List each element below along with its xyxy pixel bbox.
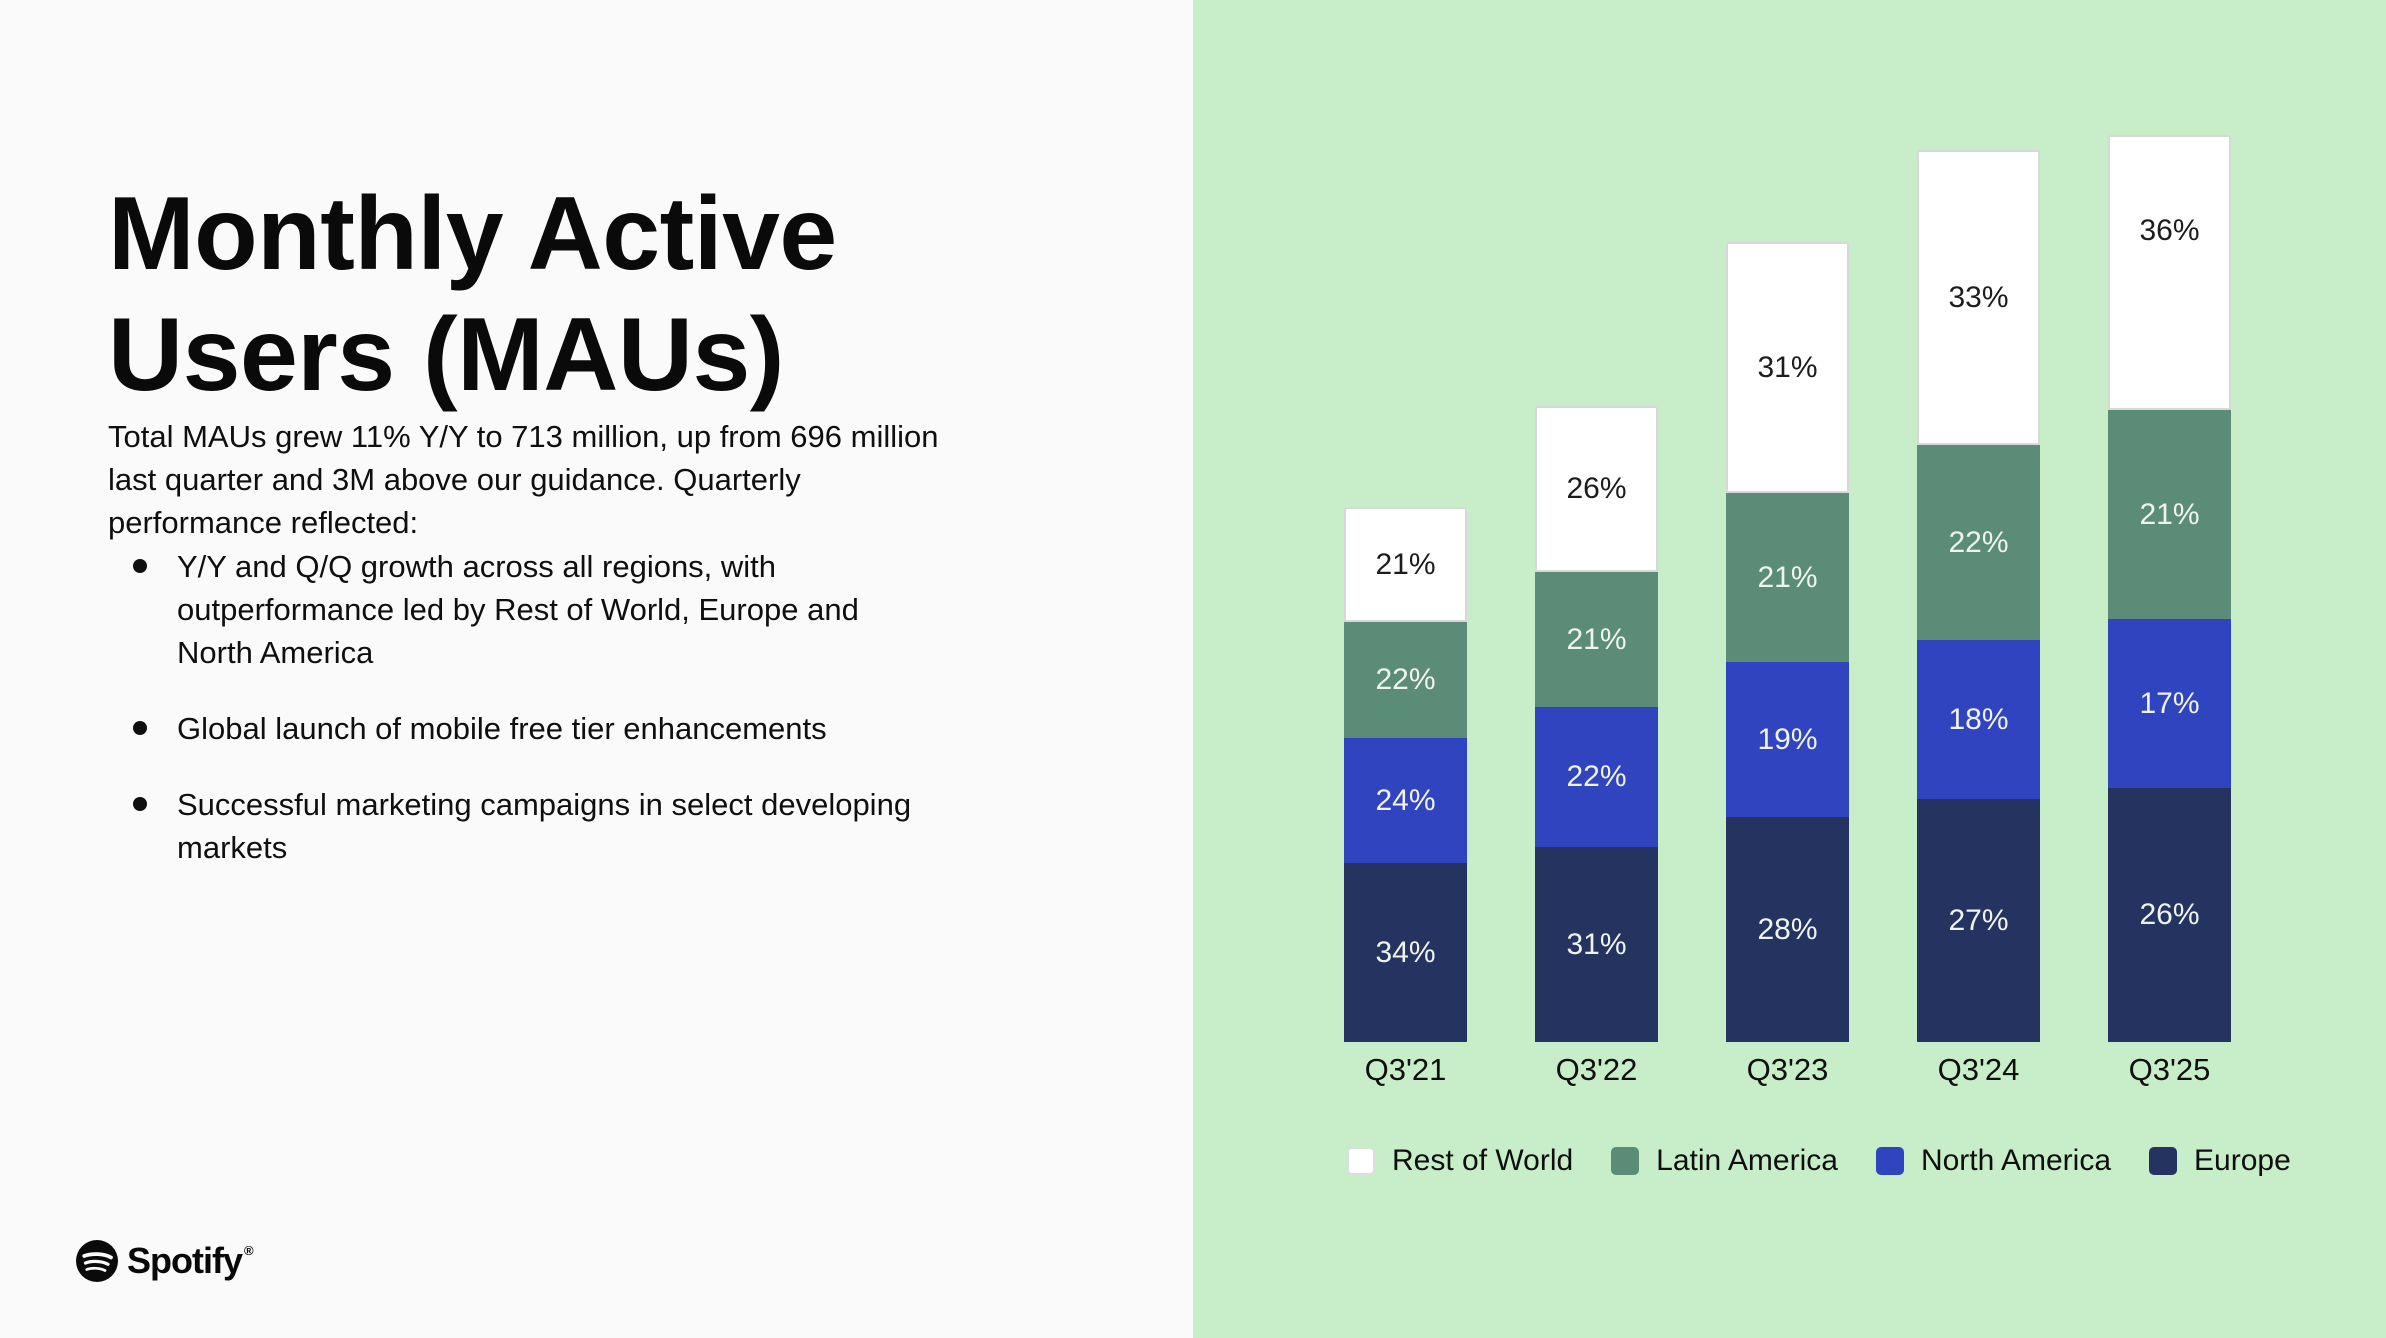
segment-value-label: 17% — [2139, 686, 2200, 720]
legend-swatch — [1875, 1147, 1904, 1175]
bullet-line: markets — [177, 830, 288, 865]
bar-group-q3'21: 21% 22% 24% 34% — [1344, 507, 1467, 1042]
bullet-dot-icon — [133, 721, 147, 735]
legend-item-rest-of-world: Rest of World — [1347, 1144, 1573, 1178]
bar-segment-rest-of-world: 33% — [1917, 150, 2040, 445]
bullet-line: North America — [177, 635, 374, 670]
bar-segment-europe: 28% — [1726, 817, 1849, 1042]
segment-value-label: 18% — [1948, 702, 2009, 736]
bullet-line: Y/Y and Q/Q growth across all regions, w… — [177, 549, 777, 584]
registered-trademark-mark: ® — [244, 1243, 254, 1258]
intro-line: Total MAUs grew 11% Y/Y to 713 million, … — [108, 419, 939, 454]
spotify-wordmark: Spotify ® — [127, 1240, 254, 1281]
legend-swatch — [1611, 1147, 1640, 1175]
legend-item-north-america: North America — [1875, 1144, 2112, 1178]
segment-value-label: 27% — [1948, 903, 2009, 937]
segment-value-label: 21% — [1375, 547, 1436, 581]
segment-value-label: 33% — [1948, 280, 2009, 314]
bar-group-q3'25: 36% 21% 17% 26% — [2108, 135, 2231, 1042]
bar-segment-europe: 27% — [1917, 799, 2040, 1042]
bar-group-q3'22: 26% 21% 22% 31% — [1535, 406, 1658, 1042]
legend-label: Rest of World — [1392, 1144, 1574, 1177]
spotify-logo: Spotify ® — [76, 1240, 254, 1282]
segment-value-label: 26% — [2139, 898, 2200, 931]
bar-segment-rest-of-world: 21% — [1344, 507, 1467, 622]
bar-segment-europe: 31% — [1535, 847, 1658, 1042]
bullet-line: outperformance led by Rest of World, Eur… — [177, 592, 859, 627]
bar-segment-europe: 26% — [2108, 788, 2231, 1042]
segment-value-label: 21% — [2139, 497, 2200, 531]
x-axis-label: Q3'24 — [1937, 1052, 2020, 1087]
bullet-dot-icon — [133, 797, 147, 811]
intro-paragraph: Total MAUs grew 11% Y/Y to 713 million, … — [108, 415, 939, 544]
bar-segment-north-america: 22% — [1535, 707, 1658, 847]
bullet-list: Y/Y and Q/Q growth across all regions, w… — [108, 545, 911, 902]
x-axis-label: Q3'23 — [1746, 1052, 1829, 1087]
bar-group-q3'24: 33% 22% 18% 27% — [1917, 150, 2040, 1042]
bullet-item: Global launch of mobile free tier enhanc… — [108, 707, 911, 750]
bar-group-q3'23: 31% 21% 19% 28% — [1726, 242, 1849, 1042]
legend-label: North America — [1920, 1144, 2112, 1177]
bar-segment-latin-america: 22% — [1344, 622, 1467, 738]
legend-item-latin-america: Latin America — [1611, 1144, 1838, 1178]
bar-segment-north-america: 19% — [1726, 662, 1849, 817]
segment-value-label: 19% — [1757, 722, 1818, 756]
segment-value-label: 31% — [1566, 927, 1627, 961]
segment-value-label: 22% — [1566, 760, 1627, 793]
page-title: Monthly Active Users (MAUs) — [108, 175, 837, 413]
segment-value-label: 22% — [1375, 663, 1436, 696]
legend: Rest of World Latin America North America E… — [1347, 1144, 2291, 1178]
legend-item-europe: Europe — [2149, 1144, 2291, 1178]
segment-value-label: 26% — [1566, 472, 1627, 505]
bar-segment-latin-america: 21% — [2108, 410, 2231, 619]
bar-segment-latin-america: 21% — [1535, 572, 1658, 707]
segment-value-label: 22% — [1948, 525, 2009, 559]
legend-swatch — [2149, 1147, 2178, 1175]
segment-value-label: 24% — [1375, 783, 1436, 817]
bar-segment-north-america: 18% — [1917, 640, 2040, 799]
bullet-item: Successful marketing campaigns in select… — [108, 783, 911, 869]
bullet-dot-icon — [133, 559, 147, 573]
intro-line: last quarter and 3M above our guidance. … — [108, 462, 801, 497]
segment-value-label: 31% — [1757, 350, 1818, 384]
bullet-line: Global launch of mobile free tier enhanc… — [177, 711, 827, 746]
bar-segment-rest-of-world: 31% — [1726, 242, 1849, 493]
bar-segment-rest-of-world: 26% — [1535, 406, 1658, 572]
bar-segment-latin-america: 22% — [1917, 445, 2040, 640]
bar-segment-europe: 34% — [1344, 863, 1467, 1042]
x-axis-label: Q3'25 — [2128, 1052, 2211, 1087]
bar-segment-rest-of-world: 36% — [2108, 135, 2231, 410]
segment-value-label: 34% — [1375, 935, 1436, 969]
segment-value-label: 36% — [2139, 213, 2200, 247]
bar-segment-north-america: 17% — [2108, 619, 2231, 788]
x-axis-label: Q3'21 — [1364, 1052, 1447, 1087]
bar-segment-latin-america: 21% — [1726, 493, 1849, 662]
legend-label: Latin America — [1656, 1144, 1838, 1177]
bar-segment-north-america: 24% — [1344, 738, 1467, 863]
intro-line: performance reflected: — [108, 505, 419, 540]
x-axis-label: Q3'22 — [1555, 1052, 1638, 1087]
legend-swatch — [1347, 1147, 1375, 1175]
segment-value-label: 21% — [1566, 622, 1627, 656]
bullet-item: Y/Y and Q/Q growth across all regions, w… — [108, 545, 911, 674]
segment-value-label: 28% — [1757, 912, 1818, 946]
bullet-line: Successful marketing campaigns in select… — [177, 787, 912, 822]
legend-label: Europe — [2194, 1144, 2291, 1177]
segment-value-label: 21% — [1757, 560, 1818, 594]
spotify-logo-icon — [76, 1240, 118, 1282]
